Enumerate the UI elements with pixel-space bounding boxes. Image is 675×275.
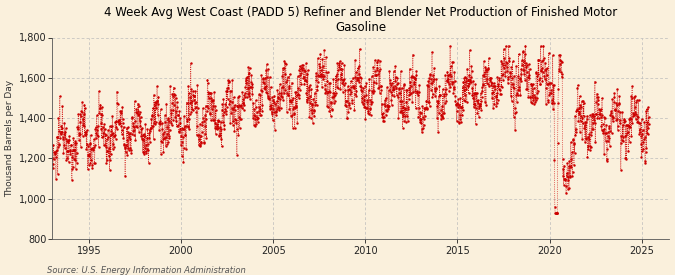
Title: 4 Week Avg West Coast (PADD 5) Refiner and Blender Net Production of Finished Mo: 4 Week Avg West Coast (PADD 5) Refiner a…: [104, 6, 618, 34]
Text: Source: U.S. Energy Information Administration: Source: U.S. Energy Information Administ…: [47, 266, 246, 275]
Y-axis label: Thousand Barrels per Day: Thousand Barrels per Day: [5, 79, 15, 197]
